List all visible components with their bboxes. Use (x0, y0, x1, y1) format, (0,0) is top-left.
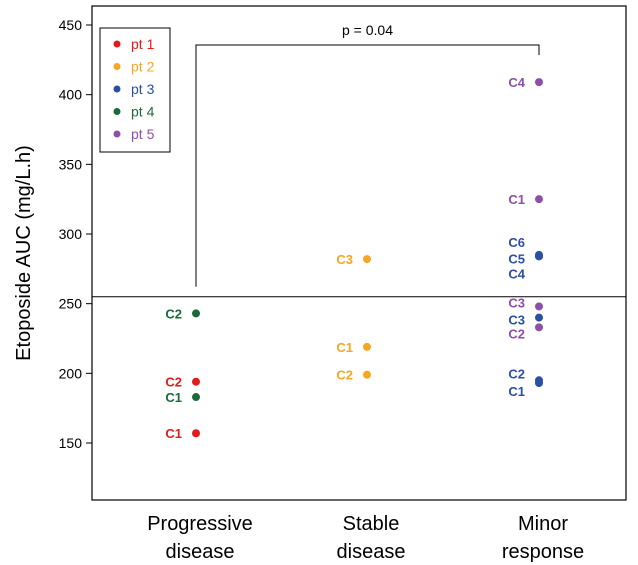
legend-marker (113, 85, 121, 93)
legend-entry: pt 3 (131, 81, 155, 97)
y-tick-label: 250 (59, 296, 83, 312)
data-point (535, 379, 543, 388)
y-axis: 150 200 250 300 350 400 450 (59, 17, 92, 451)
y-tick-label: 350 (59, 156, 83, 172)
legend-entry: pt 2 (131, 59, 155, 75)
cycle-label: C1 (336, 340, 353, 355)
data-point (535, 323, 543, 332)
data-point (192, 309, 200, 318)
data-point (535, 302, 543, 311)
y-tick-label: 450 (59, 17, 83, 33)
legend: pt 1 pt 2 pt 3 pt 4 pt 5 (99, 27, 171, 153)
x-axis-categories: Progressive disease Stable disease Minor resp… (147, 513, 584, 563)
category-label: disease (337, 541, 406, 563)
cycle-label: C2 (165, 375, 182, 390)
plot-frame (91, 5, 627, 501)
data-point (192, 377, 200, 386)
y-axis-title: Etoposide AUC (mg/L.h) (13, 145, 35, 361)
legend-box (99, 27, 171, 153)
cycle-label: C2 (508, 326, 525, 341)
legend-marker (113, 108, 121, 115)
cycle-label: C6 (508, 235, 525, 250)
category-label: Progressive (147, 513, 253, 535)
category-label: response (502, 541, 584, 563)
legend-entry: pt 4 (131, 104, 155, 120)
y-tick-label: 200 (59, 365, 83, 381)
cycle-label: C3 (508, 313, 525, 328)
y-tick-label: 400 (59, 87, 83, 103)
cycle-label: C2 (165, 306, 182, 321)
category-label: Stable (343, 513, 400, 535)
data-point (363, 370, 371, 379)
legend-marker (113, 40, 121, 48)
cycle-label: C2 (336, 368, 353, 383)
cycle-label: C3 (508, 295, 525, 310)
category-label: Minor (518, 513, 568, 535)
category-label: disease (166, 541, 235, 563)
significance-bracket: p = 0.04 (195, 22, 540, 287)
data-point (535, 195, 543, 204)
data-point (535, 78, 543, 87)
data-point (363, 255, 371, 264)
legend-entry: pt 1 (131, 36, 155, 52)
y-tick-label: 300 (59, 226, 83, 242)
cycle-label: C1 (165, 390, 182, 405)
cycle-label: C5 (508, 251, 525, 266)
data-point (363, 342, 371, 351)
legend-marker (113, 63, 121, 70)
cycle-label: C1 (508, 384, 525, 399)
data-point (192, 393, 200, 402)
cycle-label: C1 (165, 426, 182, 441)
cycle-label: C2 (508, 366, 525, 381)
legend-marker (113, 130, 121, 138)
cycle-label: C3 (336, 252, 353, 267)
y-tick-label: 150 (59, 435, 83, 451)
p-value-label: p = 0.04 (342, 22, 393, 38)
legend-entry: pt 5 (131, 126, 155, 142)
bracket-line (195, 44, 540, 287)
cycle-label: C4 (508, 266, 525, 281)
cycle-label: C1 (508, 192, 525, 207)
data-point (192, 429, 200, 438)
cycle-label: C4 (508, 75, 525, 90)
data-point (535, 313, 543, 322)
data-point (535, 252, 543, 261)
